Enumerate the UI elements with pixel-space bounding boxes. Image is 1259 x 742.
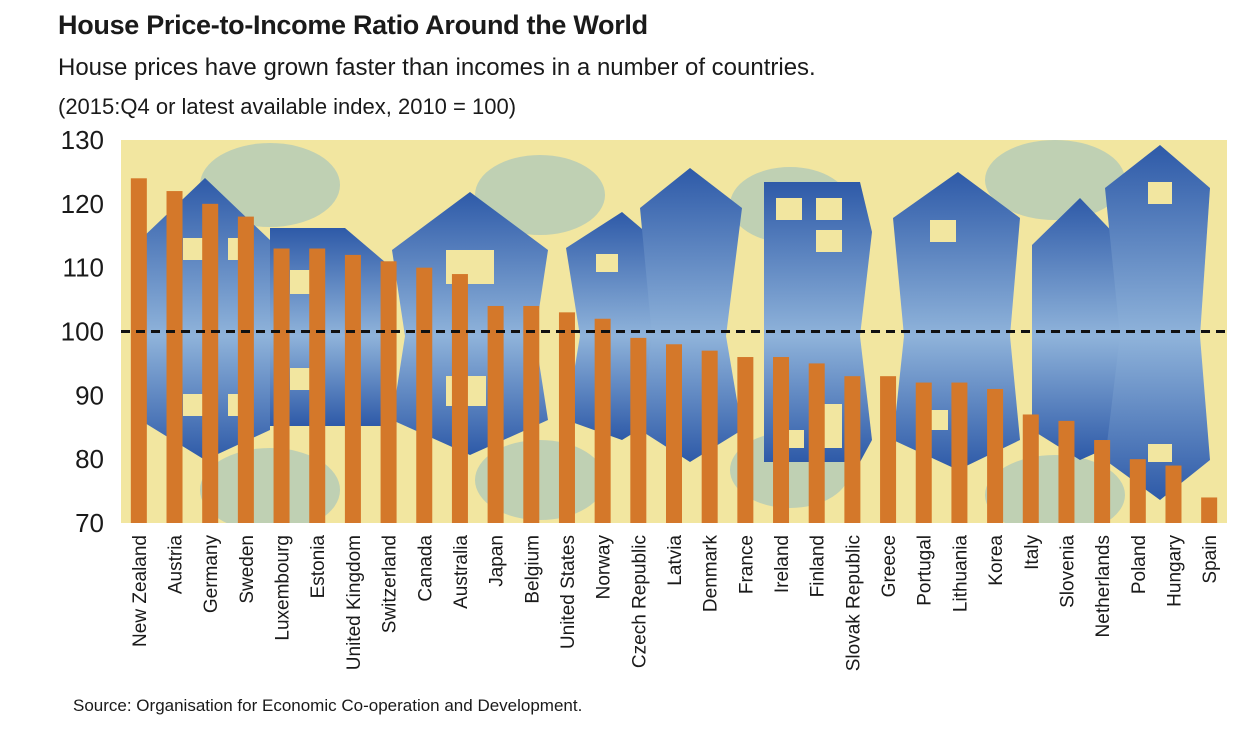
x-tick-label: Slovak Republic [843, 535, 864, 671]
bar-lithuania [951, 382, 968, 523]
bar-sweden [237, 216, 254, 523]
bar-france [737, 357, 754, 523]
bar-austria [166, 191, 183, 524]
bar-finland [808, 363, 825, 523]
y-axis: 70 80 90 100 110 120 130 [61, 125, 104, 538]
bar-australia [451, 274, 468, 523]
bar-united-states [558, 312, 575, 523]
bar-netherlands [1094, 440, 1111, 523]
bar-slovak-republic [844, 376, 861, 523]
x-tick-label: Latvia [665, 535, 686, 586]
x-axis: New Zealand Austria Germany Sweden Luxembour… [130, 535, 1221, 672]
x-tick-label: Canada [415, 535, 436, 602]
x-tick-label: Netherlands [1093, 535, 1114, 637]
bar-denmark [701, 350, 718, 523]
x-tick-label: Italy [1022, 535, 1043, 570]
x-tick-label: Portugal [915, 535, 936, 606]
bar-norway [594, 318, 611, 523]
bar-canada [416, 267, 433, 523]
x-tick-label: Finland [808, 535, 829, 597]
x-tick-label: Japan [487, 535, 508, 587]
x-tick-label: Greece [879, 535, 900, 597]
x-tick-label: Sweden [237, 535, 258, 604]
x-tick-label: Austria [166, 535, 187, 595]
x-tick-label: Slovenia [1057, 535, 1078, 608]
bar-italy [1022, 414, 1039, 523]
bar-united-kingdom [344, 254, 361, 523]
x-tick-label: Luxembourg [273, 535, 294, 641]
y-tick-label: 110 [63, 253, 104, 283]
chart-note: (2015:Q4 or latest available index, 2010… [58, 94, 517, 119]
bar-germany [202, 203, 219, 524]
x-tick-label: United Kingdom [344, 535, 365, 670]
chart-subtitle: House prices have grown faster than inco… [58, 54, 816, 81]
y-tick-label: 100 [61, 317, 104, 347]
bar-greece [880, 376, 897, 523]
x-tick-label: New Zealand [130, 535, 151, 647]
bar-new-zealand [130, 178, 147, 524]
x-tick-label: Czech Republic [629, 535, 650, 668]
x-tick-label: Spain [1200, 535, 1221, 584]
bar-poland [1129, 459, 1146, 523]
x-tick-label: Ireland [772, 535, 793, 593]
bar-portugal [915, 382, 932, 523]
bar-japan [487, 305, 504, 523]
bar-estonia [309, 248, 326, 523]
bars-group [130, 178, 1218, 524]
bar-hungary [1165, 465, 1182, 523]
bar-spain [1201, 497, 1218, 523]
x-tick-label: Australia [451, 535, 472, 609]
chart-title: House Price-to-Income Ratio Around the W… [58, 10, 648, 40]
x-tick-label: Switzerland [380, 535, 401, 633]
y-tick-label: 90 [75, 380, 104, 410]
bar-belgium [523, 305, 540, 523]
bar-switzerland [380, 261, 397, 523]
x-tick-label: Korea [986, 535, 1007, 586]
y-tick-label: 120 [61, 189, 104, 219]
x-tick-label: Lithuania [950, 535, 971, 613]
y-tick-label: 70 [75, 508, 104, 538]
bar-luxembourg [273, 248, 290, 523]
x-tick-label: Denmark [701, 535, 722, 613]
x-tick-label: Norway [594, 535, 615, 600]
x-tick-label: Poland [1129, 535, 1150, 594]
x-tick-label: Belgium [522, 535, 543, 604]
bar-ireland [773, 357, 790, 523]
y-tick-label: 130 [61, 125, 104, 155]
x-tick-label: Estonia [308, 535, 329, 599]
x-tick-label: Germany [201, 535, 222, 614]
source-note: Source: Organisation for Economic Co-ope… [73, 696, 583, 715]
bar-latvia [666, 344, 682, 523]
x-tick-label: United States [558, 535, 579, 649]
bar-korea [987, 388, 1004, 523]
x-tick-label: Hungary [1164, 535, 1185, 607]
x-tick-label: France [736, 535, 757, 594]
y-tick-label: 80 [75, 444, 104, 474]
bar-slovenia [1058, 420, 1075, 523]
bar-czech-republic [630, 337, 647, 523]
